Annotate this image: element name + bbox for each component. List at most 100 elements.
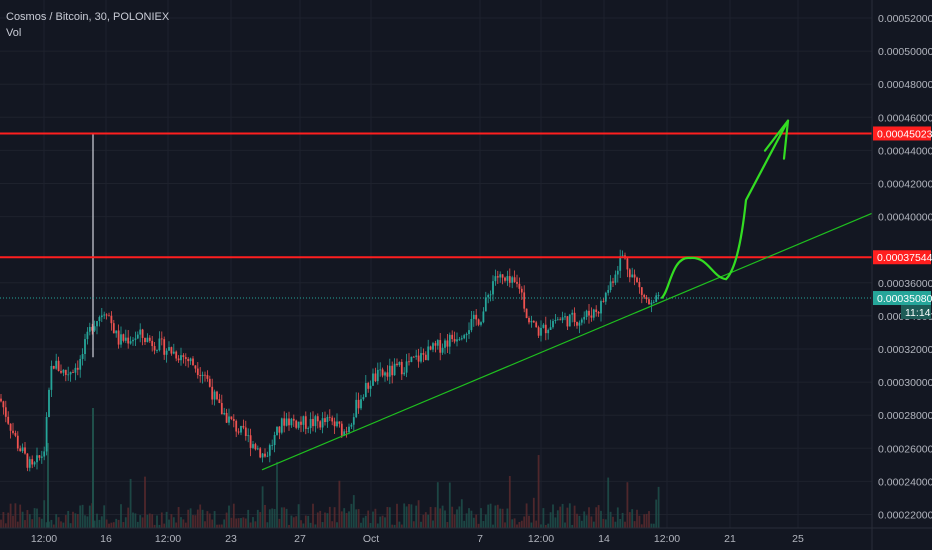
candle-body [451, 334, 454, 340]
candle-body [141, 329, 144, 338]
candle-body [482, 311, 485, 323]
volume-bar [400, 524, 403, 528]
volume-indicator-label[interactable]: Vol [6, 27, 22, 39]
candle-body [424, 354, 427, 361]
volume-bar [211, 519, 214, 528]
countdown-tag-bg [901, 305, 931, 320]
candle-body [204, 374, 206, 376]
volume-bar [57, 517, 60, 528]
volume-bar [547, 523, 550, 528]
volume-bar [446, 522, 449, 528]
volume-bar [568, 503, 571, 528]
candle-body [367, 383, 370, 389]
volume-bars [0, 408, 660, 528]
candle-body [290, 418, 293, 426]
candlesticks [0, 133, 660, 472]
candle-body [244, 427, 247, 436]
volume-bar [508, 476, 511, 528]
volume-bar [386, 506, 389, 528]
volume-bar [566, 507, 569, 528]
candle-body [417, 355, 420, 362]
projection-arrow-path[interactable] [660, 119, 790, 299]
candle-body [117, 330, 120, 345]
candle-body [345, 431, 348, 433]
candle-body [300, 421, 302, 425]
volume-bar [561, 503, 564, 528]
candle-body [465, 334, 468, 336]
candle-body [386, 372, 389, 377]
volume-bar [374, 508, 377, 528]
volume-bar [427, 514, 430, 528]
candle-body [460, 338, 463, 340]
candle-body [448, 334, 451, 347]
candle-body [333, 421, 336, 427]
candle-body [79, 358, 82, 370]
volume-bar [463, 520, 466, 528]
price-tick-label: 0.00028000 [878, 410, 932, 422]
candle-body [427, 346, 430, 361]
volume-bar [398, 521, 401, 528]
candle-body [302, 416, 305, 425]
volume-bar [362, 517, 365, 528]
price-tick-label: 0.00032000 [878, 344, 932, 356]
symbol-title[interactable]: Cosmos / Bitcoin, 30, POLONIEX [6, 11, 170, 23]
volume-bar [434, 507, 437, 528]
candle-body [268, 445, 271, 456]
candle-body [177, 358, 180, 361]
candle-body [592, 309, 595, 318]
volume-bar [633, 521, 636, 528]
volume-bar [588, 507, 590, 528]
volume-bar [112, 522, 115, 528]
volume-bar [26, 510, 29, 528]
candle-body [48, 389, 50, 418]
volume-bar [199, 504, 202, 528]
candle-body [256, 448, 259, 450]
candle-body [86, 331, 89, 340]
current-price-tag-bg [873, 291, 931, 306]
candle-body [67, 374, 70, 376]
candle-body [393, 363, 396, 376]
candle-body [319, 421, 322, 428]
volume-bar [237, 518, 240, 528]
volume-bar [295, 516, 298, 528]
volume-bar [50, 519, 53, 528]
candle-body [487, 295, 490, 298]
volume-bar [132, 512, 134, 528]
volume-bar [595, 507, 598, 528]
volume-bar [33, 508, 36, 528]
candle-body [523, 292, 526, 309]
candle-body [453, 339, 456, 342]
volume-bar [64, 515, 67, 528]
volume-bar [628, 512, 631, 528]
candle-body [633, 274, 636, 278]
candle-body [456, 339, 458, 342]
volume-bar [396, 503, 398, 528]
candle-body [26, 453, 29, 468]
volume-bar [580, 520, 583, 528]
volume-bar [136, 521, 139, 528]
time-axis[interactable]: 12:00 16 12:00 23 27 Oct 7 12:00 14 12:00 21 25 [0, 527, 932, 545]
volume-bar [4, 523, 7, 528]
candle-body [28, 459, 31, 468]
volume-bar [350, 503, 353, 528]
candle-body [655, 295, 658, 302]
candle-body [376, 369, 379, 382]
candle-body [645, 297, 648, 300]
candle-body [288, 418, 290, 426]
candle-body [52, 365, 55, 369]
volume-bar [47, 443, 49, 528]
volume-bar [314, 524, 317, 528]
resistance-low-tag: 0.00037544 [877, 252, 932, 264]
candle-body [391, 365, 394, 376]
volume-bar [331, 521, 334, 528]
candle-body [273, 435, 276, 446]
support-trendline[interactable] [261, 212, 873, 471]
volume-bar [384, 517, 386, 528]
candle-body [597, 311, 600, 314]
volume-bar [206, 511, 209, 528]
volume-bar [158, 524, 161, 528]
volume-bar [499, 508, 502, 528]
volume-bar [180, 517, 182, 528]
volume-bar [501, 508, 504, 528]
